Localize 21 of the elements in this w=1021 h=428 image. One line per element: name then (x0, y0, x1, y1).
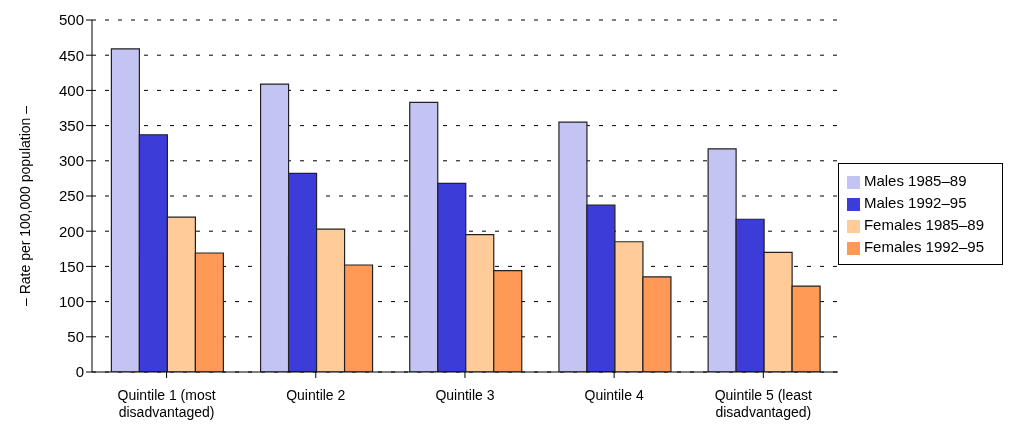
y-tick-label: 150 (58, 257, 84, 275)
y-tick-label: 400 (58, 81, 84, 99)
y-tick-label: 500 (58, 11, 84, 29)
legend-label: Males 1985–89 (863, 172, 967, 189)
y-axis-title: – Rate per 100,000 population – (16, 105, 33, 306)
x-tick-label: Quintile 1 (most disadvantaged) (117, 387, 216, 420)
legend-label: Females 1992–95 (863, 238, 984, 255)
x-tick-label: Quintile 3 (435, 387, 495, 403)
y-tick-label: 250 (58, 187, 84, 205)
y-tick-label: 100 (58, 292, 84, 310)
x-tick-label: Quintile 4 (584, 387, 644, 403)
legend-label: Males 1992–95 (863, 194, 967, 211)
y-tick-label: 200 (58, 222, 84, 240)
y-tick-label: 450 (58, 46, 84, 64)
x-tick-label: Quintile 2 (286, 387, 346, 403)
y-tick-label: 0 (75, 363, 84, 381)
y-tick-label: 300 (58, 152, 84, 170)
legend-label: Females 1985–89 (863, 216, 984, 233)
y-tick-label: 50 (67, 328, 84, 346)
y-tick-label: 350 (58, 116, 84, 134)
x-tick-label: Quintile 5 (least disadvantaged) (714, 387, 813, 420)
